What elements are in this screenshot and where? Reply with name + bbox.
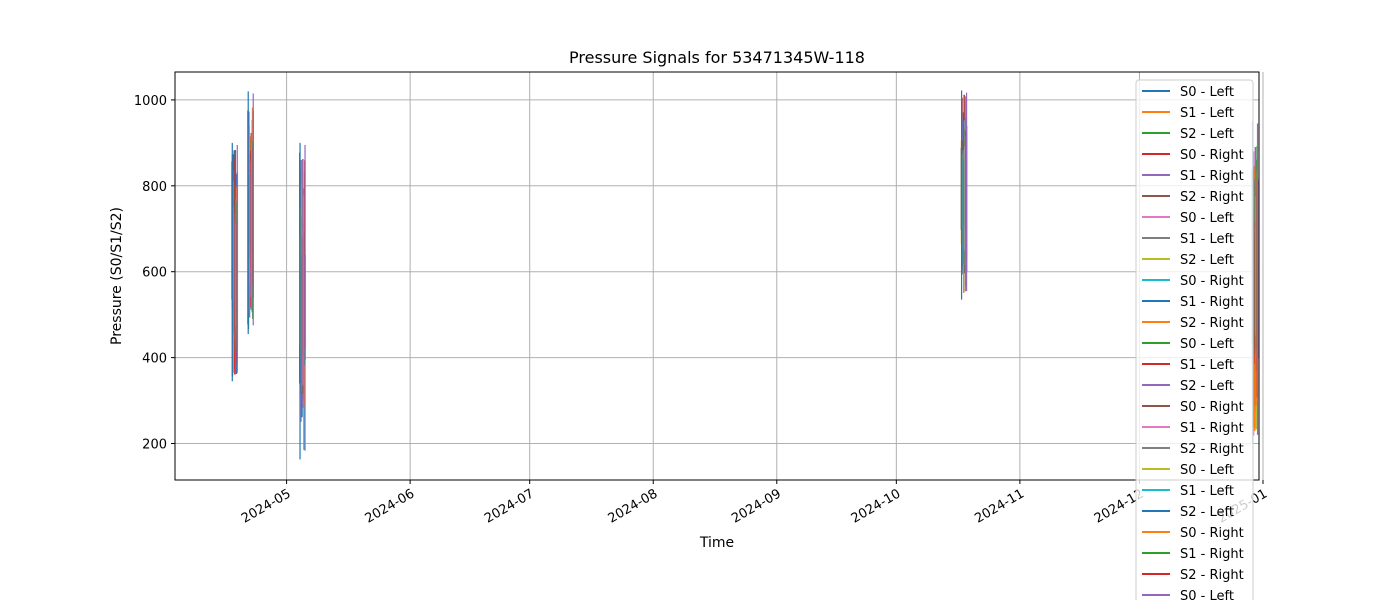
legend-label: S1 - Left bbox=[1180, 232, 1234, 247]
legend-label: S0 - Left bbox=[1180, 463, 1234, 478]
y-tick-label: 200 bbox=[142, 437, 167, 452]
x-tick-label: 2024-10 bbox=[849, 486, 904, 526]
plot-lines bbox=[231, 90, 1259, 460]
legend-box bbox=[1135, 79, 1254, 600]
x-tick-label: 2024-08 bbox=[606, 486, 661, 526]
x-tick-label: 2024-05 bbox=[239, 486, 294, 526]
legend-label: S2 - Right bbox=[1180, 442, 1244, 457]
y-axis-label: Pressure (S0/S1/S2) bbox=[109, 207, 125, 345]
legend-label: S2 - Right bbox=[1180, 568, 1244, 583]
legend-label: S1 - Right bbox=[1180, 421, 1244, 436]
legend: S0 - Left S1 - Left S2 - Left S0 - Right S1 … bbox=[1135, 79, 1254, 600]
x-axis: 2024-05 2024-06 2024-07 2024-08 2024-09 2024-… bbox=[239, 480, 1270, 527]
legend-label: S0 - Right bbox=[1180, 274, 1244, 289]
legend-label: S1 - Left bbox=[1180, 358, 1234, 373]
legend-label: S1 - Right bbox=[1180, 547, 1244, 562]
y-tick-label: 600 bbox=[142, 266, 167, 281]
legend-label: S0 - Right bbox=[1180, 526, 1244, 541]
x-axis-label: Time bbox=[699, 535, 734, 551]
legend-label: S0 - Right bbox=[1180, 148, 1244, 163]
legend-label: S0 - Left bbox=[1180, 85, 1234, 100]
x-tick-label: 2024-06 bbox=[363, 486, 418, 526]
legend-label: S2 - Left bbox=[1180, 379, 1234, 394]
legend-label: S0 - Left bbox=[1180, 211, 1234, 226]
x-tick-label: 2024-07 bbox=[482, 486, 537, 526]
grid-lines bbox=[175, 72, 1264, 480]
y-tick-label: 1000 bbox=[134, 94, 167, 109]
legend-label: S1 - Right bbox=[1180, 169, 1244, 184]
x-tick-label: 2024-09 bbox=[729, 486, 784, 526]
plot-frame bbox=[174, 71, 1260, 481]
legend-label: S1 - Right bbox=[1180, 295, 1244, 310]
y-tick-label: 400 bbox=[142, 352, 167, 367]
x-tick-label: 2024-11 bbox=[972, 486, 1027, 526]
legend-label: S1 - Left bbox=[1180, 106, 1234, 121]
y-axis: 200 400 600 800 1000 bbox=[134, 94, 175, 452]
legend-label: S1 - Left bbox=[1180, 484, 1234, 499]
legend-label: S2 - Left bbox=[1180, 253, 1234, 268]
legend-label: S2 - Left bbox=[1180, 127, 1234, 142]
legend-label: S2 - Right bbox=[1180, 190, 1244, 205]
chart-title: Pressure Signals for 53471345W-118 bbox=[569, 48, 865, 67]
y-tick-label: 800 bbox=[142, 180, 167, 195]
legend-label: S0 - Right bbox=[1180, 400, 1244, 415]
legend-label: S2 - Right bbox=[1180, 316, 1244, 331]
legend-label: S0 - Left bbox=[1180, 337, 1234, 352]
legend-label: S2 - Left bbox=[1180, 505, 1234, 520]
legend-label: S0 - Left bbox=[1180, 589, 1234, 600]
